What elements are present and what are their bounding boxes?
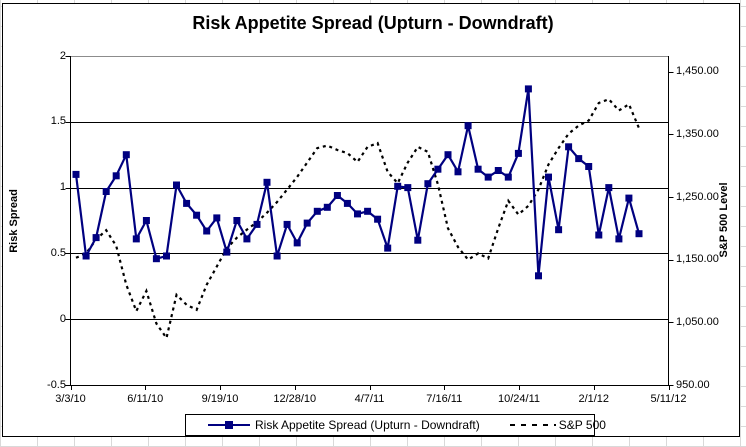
left-axis-tick-label: 1: [59, 181, 66, 194]
x-axis-tick-label: 5/11/12: [650, 393, 687, 405]
risk-spread-marker: [303, 219, 311, 227]
risk-spread-marker: [203, 227, 211, 235]
risk-spread-marker: [233, 217, 241, 224]
risk-spread-marker: [595, 231, 603, 239]
risk-spread-marker: [605, 184, 613, 192]
risk-spread-marker: [444, 151, 452, 159]
right-axis-tick-label: 950.00: [676, 378, 710, 391]
risk-spread-marker: [283, 220, 291, 228]
x-axis-tick-label: 2/1/12: [578, 393, 610, 405]
risk-spread-legend-line: [208, 421, 250, 429]
risk-spread-marker: [354, 210, 361, 218]
x-axis-tick-label: 3/3/10: [55, 393, 86, 405]
right-axis-tick-label: 1,450.00: [676, 65, 719, 78]
left-axis-tick-label: 2: [59, 49, 66, 62]
risk-spread-marker: [575, 155, 583, 163]
sp500-legend-dashed-line: [509, 424, 556, 426]
risk-spread-line: [74, 87, 641, 277]
risk-spread-marker: [454, 168, 462, 176]
left-axis-title: Risk Spread: [8, 189, 20, 253]
risk-spread-marker: [323, 203, 331, 211]
risk-spread-marker: [484, 173, 492, 181]
risk-spread-marker: [223, 248, 231, 256]
risk-spread-marker: [374, 215, 382, 223]
risk-spread-marker: [213, 214, 221, 222]
risk-spread-marker: [565, 143, 573, 151]
risk-spread-marker: [424, 180, 432, 188]
legend: Risk Appetite Spread (Upturn - Downdraft…: [185, 414, 606, 436]
risk-spread-marker: [72, 170, 80, 178]
left-axis-tick-label: 1.5: [50, 115, 66, 128]
sp500-line: [75, 97, 641, 341]
risk-spread-marker: [615, 235, 623, 243]
right-axis-title: S&P 500 Level: [718, 182, 730, 258]
risk-spread-marker: [635, 230, 643, 238]
chart-border: [2, 3, 740, 437]
x-axis-tick-label: 6/11/10: [127, 393, 164, 405]
risk-spread-marker: [343, 199, 351, 207]
left-axis-tick-label: 0: [59, 312, 66, 325]
square-marker-icon: [225, 421, 233, 429]
risk-spread-marker: [122, 151, 130, 159]
risk-spread-marker: [494, 167, 502, 174]
x-axis-tick-label: 4/7/11: [354, 393, 385, 405]
risk-spread-marker: [384, 244, 392, 252]
risk-spread-marker: [555, 226, 563, 234]
risk-spread-marker: [524, 85, 532, 93]
risk-spread-marker: [263, 178, 271, 186]
risk-spread-marker: [364, 207, 372, 215]
risk-spread-marker: [333, 192, 341, 199]
risk-spread-marker: [112, 172, 120, 180]
right-axis-tick-label: 1,350.00: [676, 127, 719, 140]
risk-spread-marker: [545, 173, 552, 181]
risk-spread-marker: [434, 165, 442, 173]
risk-spread-marker: [243, 235, 251, 243]
legend-label-sp500: S&P 500: [558, 418, 606, 432]
risk-spread-marker: [142, 217, 150, 224]
risk-spread-marker: [474, 165, 482, 173]
risk-spread-marker: [92, 234, 100, 242]
right-axis-tick-label: 1,050.00: [676, 315, 719, 328]
risk-spread-marker: [293, 239, 301, 247]
right-axis-tick-label: 1,150.00: [676, 253, 719, 266]
risk-spread-marker: [404, 184, 412, 192]
risk-spread-marker: [535, 272, 542, 280]
legend-label-risk-spread: Risk Appetite Spread (Upturn - Downdraft…: [255, 418, 480, 432]
risk-spread-marker: [82, 252, 90, 260]
risk-spread-marker: [414, 236, 422, 244]
risk-spread-marker: [183, 199, 191, 207]
risk-spread-marker: [273, 252, 281, 260]
x-axis-tick-label: 7/16/11: [426, 393, 463, 405]
x-axis-tick-label: 12/28/10: [273, 393, 317, 405]
left-axis-tick-label: -0.5: [47, 378, 66, 391]
risk-spread-marker: [193, 211, 201, 219]
risk-spread-marker: [625, 194, 633, 202]
risk-spread-marker: [253, 220, 261, 228]
risk-spread-marker: [132, 235, 140, 243]
risk-spread-marker: [394, 182, 402, 190]
risk-spread-marker: [464, 122, 472, 130]
risk-spread-marker: [102, 188, 110, 195]
risk-spread-marker: [585, 163, 593, 170]
x-axis-tick-label: 10/24/11: [497, 393, 540, 405]
left-axis-tick-label: 0.5: [50, 246, 66, 259]
risk-spread-marker: [163, 252, 170, 260]
risk-spread-marker: [514, 149, 522, 157]
risk-spread-marker: [173, 181, 180, 189]
x-axis-tick-label: 9/19/10: [201, 393, 239, 405]
chart-title: Risk Appetite Spread (Upturn - Downdraft…: [192, 13, 554, 33]
right-axis-tick-label: 1,250.00: [676, 190, 719, 203]
risk-spread-marker: [504, 173, 512, 181]
risk-spread-marker: [152, 255, 160, 263]
risk-spread-marker: [313, 207, 321, 215]
